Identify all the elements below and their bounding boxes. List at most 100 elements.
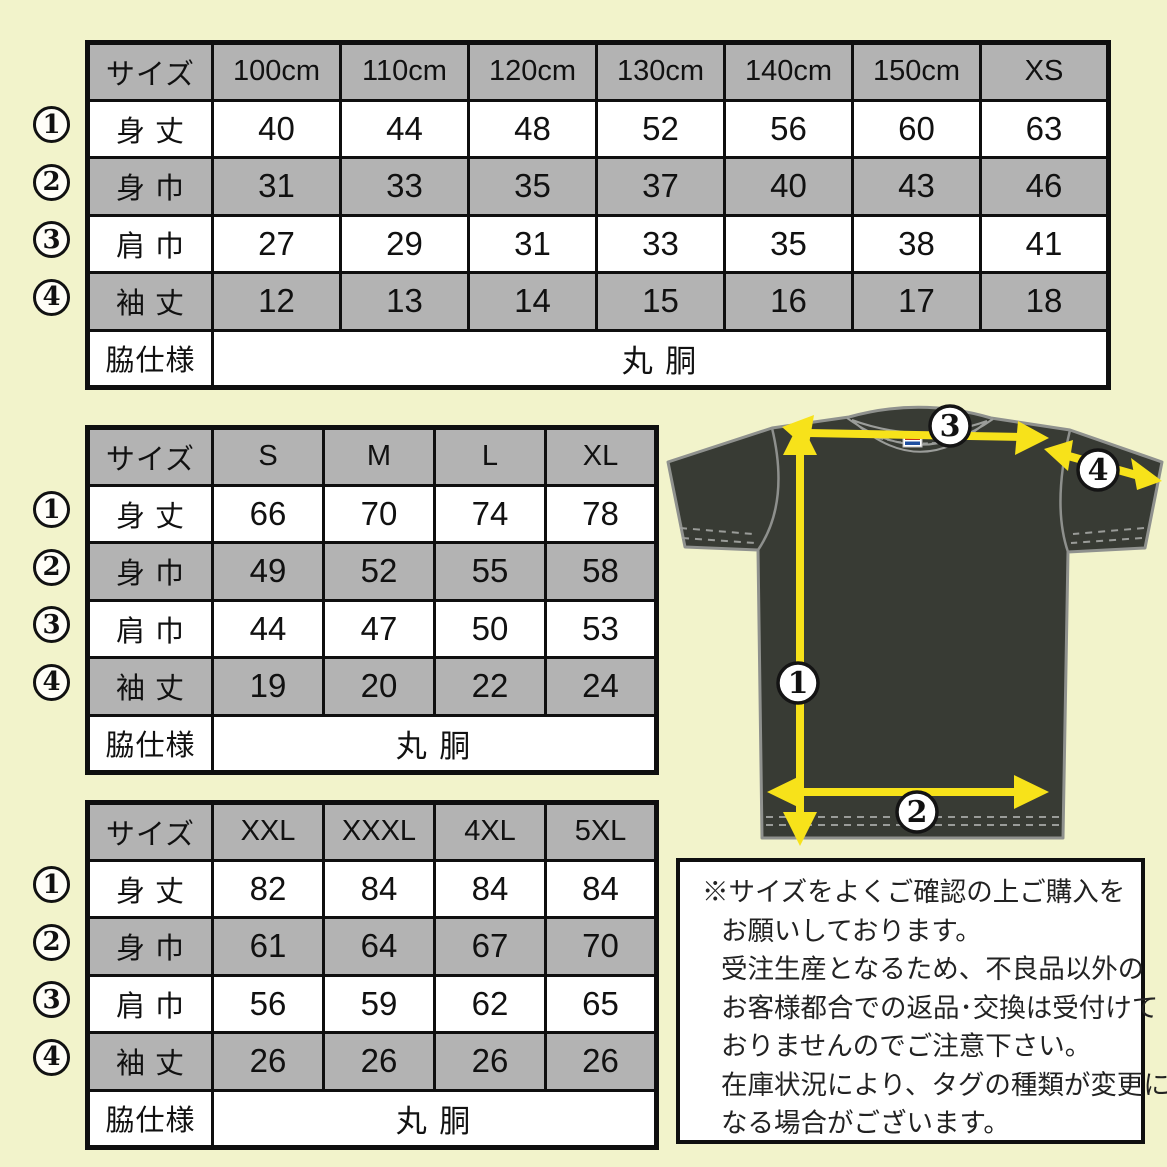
marker-circle-3: 3: [928, 404, 972, 448]
size-table-big-block: 1 2 3 4 サイズ XXL XXXL 4XL 5XL 身 丈 82 84 84 84 身 巾 61 64 67…: [33, 800, 659, 1150]
dimension-label: 身 巾: [86, 541, 214, 602]
measurement-value: 84: [544, 858, 658, 919]
measurement-value: 26: [322, 1031, 436, 1092]
measurement-value: 58: [544, 541, 658, 602]
measurement-value: 38: [851, 213, 982, 274]
measurement-value: 27: [211, 213, 342, 274]
measurement-value: 52: [595, 98, 726, 159]
measurement-value: 31: [211, 156, 342, 217]
dimension-marker-4: 4: [33, 663, 70, 701]
measurement-value: 48: [467, 98, 598, 159]
size-option-header: L: [433, 426, 547, 487]
measurement-value: 33: [595, 213, 726, 274]
dimension-marker-4: 4: [33, 278, 70, 316]
purchase-notes-box: ※サイズをよくご確認の上ご購入を お願いしております。 受注生産となるため、不良品以…: [676, 858, 1167, 1144]
measurement-value: 14: [467, 271, 598, 332]
size-option-header: M: [322, 426, 436, 487]
dimension-label: 身 巾: [86, 156, 214, 217]
size-option-header: 5XL: [544, 801, 658, 862]
note-line: なる場合がございます。: [721, 1108, 1010, 1138]
note-line: お客様都合での返品･交換は受付けて: [721, 992, 1159, 1023]
measurement-value: 64: [322, 916, 436, 977]
measurement-value: 46: [979, 156, 1110, 217]
note-line: おりませんのでご注意下さい。: [721, 1031, 1092, 1061]
measurement-value: 12: [211, 271, 342, 332]
measurement-value: 44: [211, 598, 325, 659]
note-line: 在庫状況により、タグの種類が変更に: [721, 1069, 1167, 1100]
side-spec-value: 丸 胴: [211, 713, 658, 774]
size-option-header: 150cm: [851, 41, 982, 102]
dimension-label: 身 丈: [86, 483, 214, 544]
dimension-label: 肩 巾: [86, 598, 214, 659]
size-option-header: 100cm: [211, 41, 342, 102]
size-option-header: 120cm: [467, 41, 598, 102]
measurement-value: 43: [851, 156, 982, 217]
measurement-value: 24: [544, 656, 658, 717]
size-header-label: サイズ: [86, 41, 214, 102]
svg-text:2: 2: [907, 795, 928, 830]
size-table-adult-block: 1 2 3 4 サイズ S M L XL 身 丈 66 70 74 78 身 巾 49 52 55 58 肩 巾 44 4…: [33, 425, 659, 775]
measurement-value: 26: [433, 1031, 547, 1092]
measurement-value: 29: [339, 213, 470, 274]
marker-circle-1: 1: [776, 661, 820, 705]
side-spec-value: 丸 胴: [211, 328, 1110, 389]
measurement-value: 26: [544, 1031, 658, 1092]
dimension-label: 身 丈: [86, 858, 214, 919]
measurement-value: 49: [211, 541, 325, 602]
measurement-value: 60: [851, 98, 982, 159]
size-option-header: S: [211, 426, 325, 487]
measurement-value: 84: [433, 858, 547, 919]
side-spec-label: 脇仕様: [86, 328, 214, 389]
dimension-marker-3: 3: [33, 221, 70, 259]
size-option-header: XL: [544, 426, 658, 487]
measurement-value: 22: [433, 656, 547, 717]
measurement-value: 40: [211, 98, 342, 159]
measurement-value: 40: [723, 156, 854, 217]
size-header-label: サイズ: [86, 801, 214, 862]
arrow-body-width: [767, 775, 1049, 809]
measurement-value: 65: [544, 973, 658, 1034]
dimension-marker-2: 2: [33, 163, 70, 201]
marker-circle-4: 4: [1076, 448, 1120, 492]
measurement-value: 20: [322, 656, 436, 717]
dimension-label: 袖 丈: [86, 1031, 214, 1092]
dimension-marker-2: 2: [33, 548, 70, 586]
svg-text:1: 1: [788, 666, 809, 701]
dimension-marker-4: 4: [33, 1038, 70, 1076]
measurement-value: 70: [544, 916, 658, 977]
size-table: サイズ 100cm 110cm 120cm 130cm 140cm 150cm XS 身 丈 40…: [85, 40, 1111, 390]
measurement-value: 35: [723, 213, 854, 274]
dimension-label: 袖 丈: [86, 656, 214, 717]
measurement-value: 56: [723, 98, 854, 159]
measurement-value: 63: [979, 98, 1110, 159]
size-option-header: XXXL: [322, 801, 436, 862]
measurement-value: 74: [433, 483, 547, 544]
dimension-label: 肩 巾: [86, 213, 214, 274]
side-spec-label: 脇仕様: [86, 1088, 214, 1149]
measurement-value: 53: [544, 598, 658, 659]
size-header-label: サイズ: [86, 426, 214, 487]
measurement-value: 13: [339, 271, 470, 332]
svg-text:3: 3: [940, 409, 961, 444]
measurement-value: 56: [211, 973, 325, 1034]
measurement-value: 17: [851, 271, 982, 332]
size-option-header: 110cm: [339, 41, 470, 102]
measurement-value: 84: [322, 858, 436, 919]
dimension-marker-3: 3: [33, 981, 70, 1019]
size-table: サイズ XXL XXXL 4XL 5XL 身 丈 82 84 84 84 身 巾 61 64 67 70 肩 …: [85, 800, 659, 1150]
measurement-value: 82: [211, 858, 325, 919]
dimension-label: 袖 丈: [86, 271, 214, 332]
measurement-value: 50: [433, 598, 547, 659]
dimension-label: 身 巾: [86, 916, 214, 977]
measurement-value: 26: [211, 1031, 325, 1092]
size-option-header: 140cm: [723, 41, 854, 102]
note-line: お願いしております。: [721, 915, 982, 946]
note-line: ※サイズをよくご確認の上ご購入を: [702, 877, 1126, 907]
size-table: サイズ S M L XL 身 丈 66 70 74 78 身 巾 49 52 55 58 肩 巾 44 47 50 5…: [85, 425, 659, 775]
measurement-value: 59: [322, 973, 436, 1034]
dimension-label: 肩 巾: [86, 973, 214, 1034]
measurement-value: 62: [433, 973, 547, 1034]
dimension-marker-1: 1: [33, 866, 70, 904]
measurement-value: 55: [433, 541, 547, 602]
